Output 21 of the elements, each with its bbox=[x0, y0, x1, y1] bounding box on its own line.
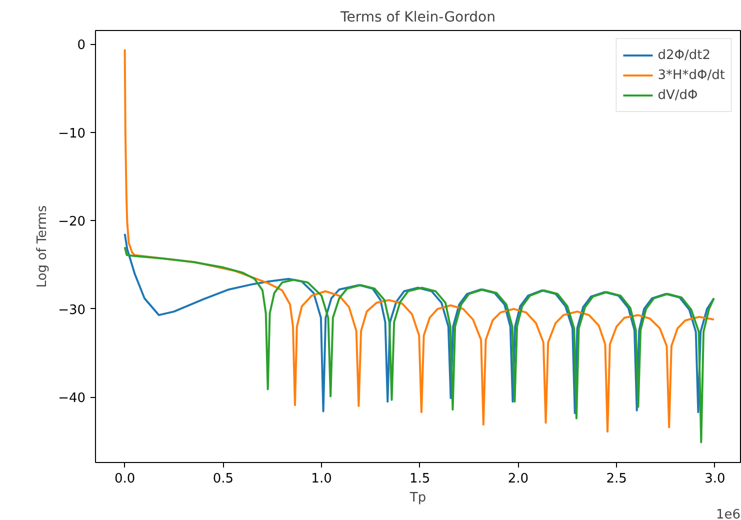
line-series bbox=[124, 246, 715, 444]
legend-label: 3*H*dΦ/dt bbox=[658, 68, 725, 82]
x-axis-title: Tp bbox=[408, 490, 426, 506]
line-series bbox=[124, 232, 715, 414]
x-tick-label: 3.0 bbox=[704, 472, 726, 486]
y-tick-label: −20 bbox=[58, 214, 86, 230]
legend-label: dV/dΦ bbox=[658, 88, 698, 102]
x-tick-label: 2.0 bbox=[508, 472, 529, 486]
chart-title: Terms of Klein-Gordon bbox=[340, 10, 496, 26]
y-tick-label: −40 bbox=[58, 391, 86, 406]
y-tick-label: −10 bbox=[58, 126, 86, 142]
x-tick-label: 1.5 bbox=[410, 472, 430, 486]
x-tick-label: 2.5 bbox=[606, 472, 627, 486]
x-tick-label: 0.0 bbox=[114, 472, 136, 486]
y-axis-title: Log of Terms bbox=[35, 205, 50, 288]
y-tick-label: −30 bbox=[58, 302, 86, 318]
x-tick-label: 0.5 bbox=[212, 472, 234, 486]
y-tick-label: 0 bbox=[77, 38, 86, 54]
x-tick-label: 1.0 bbox=[311, 472, 332, 486]
legend-label: d2Φ/dt2 bbox=[658, 48, 710, 62]
text: 1e6 bbox=[716, 508, 741, 520]
